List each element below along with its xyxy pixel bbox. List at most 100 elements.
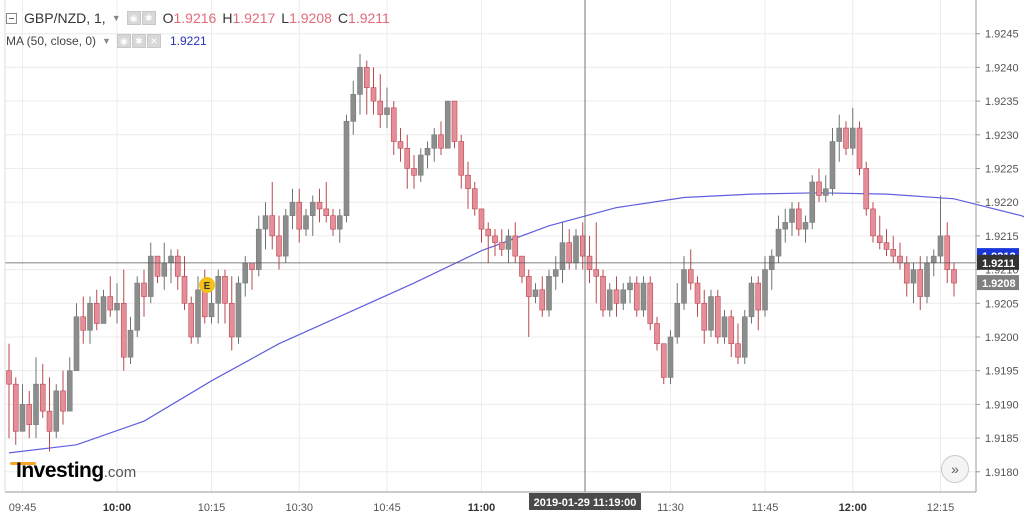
chevron-down-icon[interactable]: ▼ <box>102 36 111 46</box>
candle <box>390 101 397 156</box>
candle-body <box>330 215 336 230</box>
candle <box>276 215 282 270</box>
candle <box>843 121 849 156</box>
candle <box>438 121 444 156</box>
candle <box>532 283 539 304</box>
candle-body <box>168 255 174 264</box>
close-icon[interactable]: ✕ <box>146 34 161 48</box>
candle-body <box>539 289 546 311</box>
x-tick-label: 10:45 <box>373 502 401 514</box>
y-tick-label: 1.9190 <box>985 399 1019 411</box>
candle <box>613 276 620 317</box>
candle-body <box>519 255 525 277</box>
ma-line-layer <box>8 192 1024 454</box>
candle-body <box>242 262 249 284</box>
candle <box>863 161 870 216</box>
candle-body <box>498 242 505 250</box>
candle <box>681 256 687 311</box>
candle-body <box>33 383 39 425</box>
candle <box>120 269 127 371</box>
candle-body <box>127 329 134 358</box>
candle-body <box>93 302 100 324</box>
candle <box>215 269 222 324</box>
candle <box>829 128 836 196</box>
candle <box>100 289 107 324</box>
candle <box>836 114 843 162</box>
candle-body <box>188 302 195 338</box>
price-tag-label: 1.9208 <box>982 278 1016 290</box>
scroll-to-latest-button[interactable]: » <box>941 455 969 483</box>
candle <box>39 363 46 418</box>
candle-body <box>870 208 876 237</box>
candle <box>451 100 458 149</box>
candle <box>768 249 775 290</box>
candle-body <box>897 255 903 264</box>
candle-body <box>80 316 87 331</box>
candle <box>370 67 377 115</box>
candle-body <box>748 282 755 318</box>
gear-icon[interactable]: ✱ <box>131 34 146 48</box>
collapse-toggle[interactable] <box>6 12 17 24</box>
y-tick-label: 1.9215 <box>985 231 1019 243</box>
candle-body <box>161 262 168 277</box>
candle-body <box>627 282 633 291</box>
candle <box>93 289 100 331</box>
candle <box>802 215 809 243</box>
candle <box>458 134 465 189</box>
candle-body <box>208 302 215 318</box>
candle <box>377 74 384 129</box>
candle-body <box>546 276 552 311</box>
y-tick-label: 1.9180 <box>985 467 1019 479</box>
candle <box>195 276 201 344</box>
candle-body <box>809 181 816 223</box>
chevron-down-icon[interactable]: ▼ <box>111 13 121 23</box>
candle-body <box>836 127 843 142</box>
candle-body <box>532 289 539 297</box>
candle-body <box>282 215 289 257</box>
candle <box>357 53 363 115</box>
candle <box>687 249 694 290</box>
candle-body <box>417 154 424 176</box>
event-marker[interactable]: E <box>199 277 215 293</box>
candle-body <box>552 269 559 277</box>
candle-body <box>215 276 222 304</box>
candle <box>269 181 276 250</box>
candle <box>316 188 323 223</box>
candle-body <box>235 282 242 338</box>
candle <box>586 235 593 284</box>
candle <box>701 289 708 344</box>
candle-body <box>357 67 363 95</box>
x-tick-label: 10:30 <box>285 502 313 514</box>
gear-icon[interactable]: ✱ <box>141 11 156 25</box>
candle-body <box>525 276 532 297</box>
candle <box>154 255 161 284</box>
candle <box>809 175 816 230</box>
candle <box>910 262 917 304</box>
y-tick-label: 1.9230 <box>985 130 1019 142</box>
candle <box>397 128 404 162</box>
eye-icon[interactable]: ◉ <box>126 11 141 25</box>
candle-body <box>782 222 789 230</box>
candle <box>519 255 525 284</box>
candle-body <box>930 255 937 264</box>
logo-suffix: .com <box>103 464 137 481</box>
candle-body <box>350 94 357 122</box>
candle-body <box>829 141 836 190</box>
candle-body <box>694 282 701 304</box>
eye-icon[interactable]: ◉ <box>116 34 131 48</box>
candle <box>782 208 789 243</box>
candle-body <box>316 201 323 210</box>
candle-body <box>876 235 883 243</box>
candle-body <box>714 296 721 338</box>
candle <box>849 107 856 156</box>
candle <box>620 283 627 311</box>
candle <box>309 195 316 236</box>
candle-body <box>39 383 46 412</box>
crosshair-time-box <box>529 493 641 510</box>
candle-body <box>255 228 262 270</box>
candle-body <box>431 134 438 149</box>
candle-body <box>674 302 681 338</box>
candle-body <box>613 289 620 304</box>
candle-body <box>465 174 471 190</box>
